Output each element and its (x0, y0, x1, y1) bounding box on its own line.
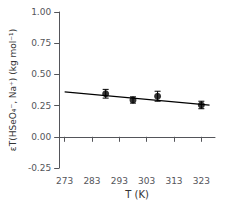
svg-text:273: 273 (56, 176, 73, 186)
svg-text:283: 283 (83, 176, 100, 186)
svg-text:0.00: 0.00 (31, 132, 51, 142)
svg-text:T (K): T (K) (124, 189, 149, 200)
svg-text:1.00: 1.00 (31, 7, 51, 17)
svg-text:0.50: 0.50 (31, 69, 51, 79)
svg-text:-0.25: -0.25 (28, 163, 51, 173)
svg-text:εT(HSeO₄⁻, Na⁺) (kg mol⁻¹): εT(HSeO₄⁻, Na⁺) (kg mol⁻¹) (8, 29, 18, 151)
svg-text:323: 323 (193, 176, 210, 186)
svg-text:293: 293 (111, 176, 128, 186)
svg-text:0.75: 0.75 (31, 38, 51, 48)
svg-text:0.25: 0.25 (31, 101, 51, 111)
svg-text:303: 303 (138, 176, 155, 186)
svg-text:313: 313 (165, 176, 182, 186)
